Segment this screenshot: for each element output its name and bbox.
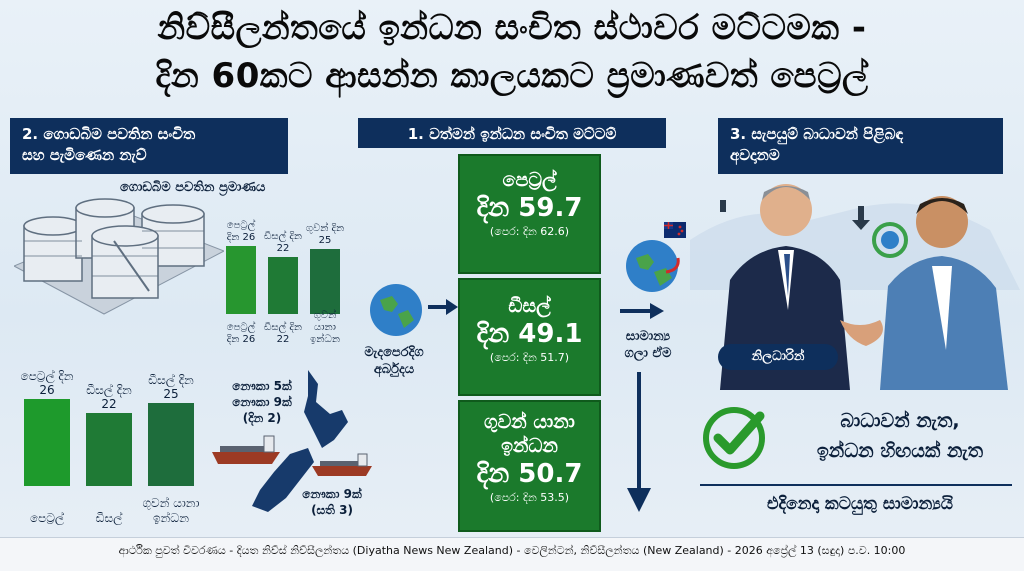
storage-tanks-icon [14, 198, 224, 315]
chart-category-label-0: පෙට්‍රල් [29, 511, 65, 525]
chart-value-label-1: ඩීසල් දින 22 [264, 231, 302, 254]
officials-tag: නිලධාරින් [718, 344, 838, 370]
left-panel-title: 2. ගොඩබිම පවතින සංචිත සහ පැමිණෙන නැව් [10, 118, 288, 174]
no-disruption-text: බාධාවන් නැත, ඉන්ධන හිඟයක් නැත [780, 406, 1020, 466]
tanker-ship-icon [212, 435, 280, 464]
fuel-box-jet: ගුවන් යානා ඉන්ධන දින 50.7 (පෙර: දින 53.5… [458, 400, 601, 532]
normal-flow-label: සාමාන්‍ය ගලා ඒම [608, 328, 688, 362]
check-line-2: ඉන්ධන හිඟයක් නැත [816, 440, 984, 462]
right-panel-title: 3. සැපයුම් බාධාවන් පිළිබඳ අවදානම [718, 118, 1003, 174]
small-stock-chart: පෙට්‍රල් දින 26 පෙට්‍රල් දින 26 ඩීසල් දින … [216, 216, 346, 346]
left-title-line-1: 2. ගොඩබිම පවතින සංචිත [22, 125, 196, 143]
chart-bar-0 [226, 246, 256, 314]
chart-bar-2 [148, 403, 194, 486]
ship-note-1-line-1: නෞකා 5ක් [232, 379, 292, 393]
divider [700, 484, 1012, 486]
ship-note-1-line-3: (දින 2) [242, 411, 282, 425]
chart-value-label-0: පෙට්‍රල් දින 26 [226, 220, 256, 243]
arrow-right-icon [620, 303, 664, 319]
tanker-ship-icon [312, 453, 372, 476]
footer: ආර්ථික පුවත් විවරණය - දියත නිව්ස් නිව්සී… [0, 537, 1024, 571]
big-stock-chart: පෙට්‍රල් දින 26 පෙට්‍රල් ඩීසල් දින 22 ඩීසල්… [14, 366, 204, 526]
fuel-days: දින 59.7 [476, 193, 583, 223]
chart-category-label-2: ගුවන් යානා ඉන්ධන [310, 310, 340, 345]
arrow-down-icon [627, 372, 651, 512]
chart-category-label-1: ඩීසල් දින 22 [264, 322, 302, 345]
nz-map-icon [252, 370, 348, 512]
middle-panel-title: 1. වත්මන් ඉන්ධන සංචිත මට්ටම් [358, 118, 666, 148]
fuel-name: ඩීසල් [508, 295, 551, 317]
ship-note-2-line-2: (සති 3) [311, 503, 353, 517]
ship-note-2: නෞකා 9ක් (සති 3) [282, 486, 382, 518]
ground-stock-label: ගොඩබිම පවතින ප්‍රමාණය [120, 180, 266, 195]
mideast-line-2: අර්බුදය [373, 362, 415, 377]
chart-category-label-0: පෙට්‍රල් දින 26 [226, 322, 256, 345]
chart-value-label-0: පෙට්‍රල් දින 26 [20, 369, 74, 397]
arrow-right-icon [428, 299, 458, 315]
fuel-prev: (පෙර: දින 53.5) [489, 491, 570, 504]
fuel-box-diesel: ඩීසල් දින 49.1 (පෙර: දින 51.7) [458, 278, 601, 396]
ship-note-1: නෞකා 5ක් නෞකා 9ක් (දින 2) [212, 378, 312, 426]
globe-icon [626, 240, 680, 292]
nz-flag-icon [664, 222, 686, 238]
check-icon [703, 407, 765, 469]
mideast-crisis-label: මැදපෙරදිග අර්බුදය [346, 344, 442, 378]
mideast-line-1: මැදපෙරදිග [364, 345, 424, 360]
normal-flow-line-1: සාමාන්‍ය [625, 329, 671, 344]
headline-line-2: දින 60කට ආසන්න කාලයකට ප්‍රමාණවත් පෙට්‍රල… [155, 56, 869, 96]
fuel-name-2: ඉන්ධන [501, 435, 558, 457]
fuel-prev: (පෙර: දින 51.7) [489, 351, 570, 364]
fuel-days: දින 49.1 [476, 319, 583, 349]
chart-bar-2 [310, 249, 340, 314]
chart-bar-1 [86, 413, 132, 486]
ship-note-2-line-1: නෞකා 9ක් [302, 487, 362, 501]
right-title-line-2: අවදානම [730, 146, 780, 164]
fuel-days: දින 50.7 [476, 459, 583, 489]
chart-bar-1 [268, 257, 298, 314]
everyday-normal-text: එදිනෙදා කටයුතු සාමාන්‍යයි [767, 494, 953, 514]
normal-flow-line-2: ගලා ඒම [624, 346, 672, 361]
chart-category-label-2: ගුවන් යානා ඉන්ධන [142, 496, 200, 525]
fuel-prev: (පෙර: දින 62.6) [489, 225, 570, 238]
chart-value-label-2: ඩීසල් දින 25 [148, 373, 194, 401]
chart-bar-0 [24, 399, 70, 486]
check-line-1: බාධාවන් නැත, [840, 410, 960, 432]
right-title-line-1: 3. සැපයුම් බාධාවන් පිළිබඳ [730, 125, 904, 143]
left-title-line-2: සහ පැමිණෙන නැව් [22, 146, 147, 164]
chart-category-label-1: ඩීසල් [95, 511, 123, 525]
fuel-name: පෙට්‍රල් [502, 169, 557, 191]
chart-value-label-2: ගුවන් දින 25 [305, 223, 345, 246]
fuel-box-petrol: පෙට්‍රල් දින 59.7 (පෙර: දින 62.6) [458, 154, 601, 274]
chart-value-label-1: ඩීසල් දින 22 [86, 383, 132, 411]
ship-note-1-line-2: නෞකා 9ක් [232, 395, 292, 409]
globe-icon [370, 284, 422, 336]
headline-line-1: නිව්සීලන්තයේ ඉන්ධන සංචිත ස්ථාවර මට්ටමක - [157, 8, 867, 48]
fuel-name: ගුවන් යානා [484, 411, 575, 433]
headline: නිව්සීලන්තයේ ඉන්ධන සංචිත ස්ථාවර මට්ටමක -… [0, 4, 1024, 100]
